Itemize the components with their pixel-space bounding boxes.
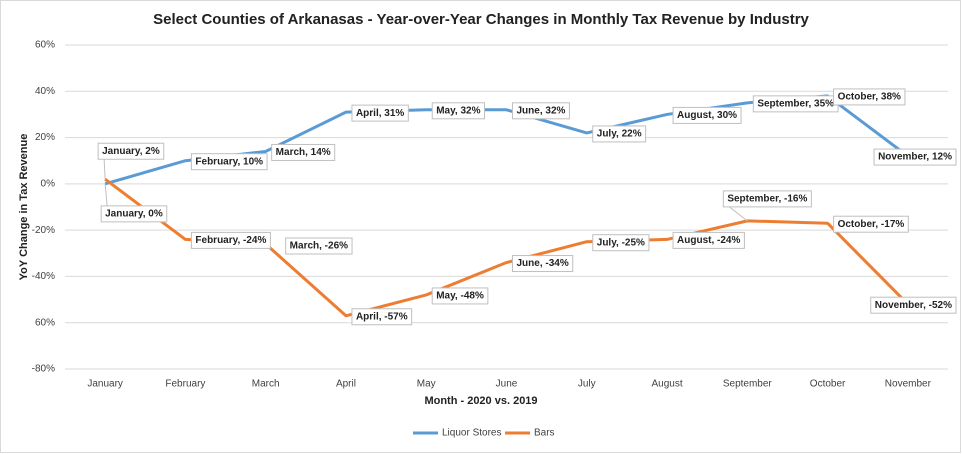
data-label: August, -24% — [677, 235, 740, 246]
data-label-box — [190, 153, 268, 171]
data-label-box — [672, 106, 742, 124]
data-label-group: February, -24% — [190, 231, 271, 249]
data-label-group: June, -34% — [512, 255, 574, 273]
data-label: February, -24% — [195, 235, 266, 246]
data-label: January, 0% — [105, 208, 163, 219]
data-label-box — [351, 104, 409, 122]
x-tick-label: November — [885, 379, 932, 390]
data-label-box — [190, 231, 271, 249]
x-tick-label: February — [165, 379, 205, 390]
data-label: April, 31% — [356, 108, 404, 119]
x-tick-label: October — [810, 379, 846, 390]
data-label: September, 35% — [757, 98, 834, 109]
y-tick-label: 40% — [35, 86, 55, 97]
data-label-box — [592, 125, 647, 143]
y-tick-label: 0% — [41, 178, 56, 189]
y-axis-title: YoY Change in Tax Revenue — [18, 134, 30, 281]
data-label: January, 2% — [102, 146, 160, 157]
data-label-box — [285, 237, 353, 255]
data-label-group: May, -48% — [431, 287, 489, 305]
data-label-group: November, 12% — [873, 148, 957, 166]
y-tick-label: -80% — [32, 364, 55, 375]
data-label: September, -16% — [727, 194, 807, 205]
leader-line — [104, 183, 108, 206]
data-label: July, -25% — [597, 237, 645, 248]
data-label-box — [271, 143, 336, 161]
data-label-box — [833, 88, 906, 106]
x-tick-label: August — [651, 379, 682, 390]
data-label-box — [431, 102, 486, 120]
x-tick-label: June — [496, 379, 518, 390]
data-label: June, 32% — [517, 105, 566, 116]
x-tick-label: March — [252, 379, 280, 390]
data-label-group: March, 14% — [271, 143, 336, 161]
y-tick-label: 60% — [35, 40, 55, 51]
data-label: June, -34% — [517, 258, 569, 269]
data-label-group: July, -25% — [592, 234, 650, 252]
data-label-group: April, 31% — [351, 104, 409, 122]
data-label-box — [672, 231, 745, 249]
data-label: March, 14% — [276, 147, 331, 158]
data-label-box — [97, 142, 165, 160]
x-tick-label: April — [336, 379, 356, 390]
x-tick-label: May — [417, 379, 436, 390]
data-label-group: July, 22% — [592, 125, 647, 143]
data-label-box — [351, 308, 413, 326]
data-label: August, 30% — [677, 110, 737, 121]
data-label-group: February, 10% — [190, 153, 268, 171]
data-label: February, 10% — [195, 156, 263, 167]
data-label: May, 32% — [436, 105, 480, 116]
data-label-group: January, 2% — [97, 142, 165, 180]
data-label-box — [431, 287, 489, 305]
data-label-group: August, -24% — [672, 231, 745, 249]
x-tick-label: September — [723, 379, 773, 390]
data-label-group: September, 35% — [752, 95, 839, 113]
data-label-group: May, 32% — [431, 102, 486, 120]
data-label-group: October, -17% — [833, 215, 909, 233]
leader-line — [729, 206, 748, 222]
leader-line — [103, 159, 106, 180]
data-label: November, -52% — [875, 300, 952, 311]
data-label-group: June, 32% — [512, 102, 570, 120]
data-label: May, -48% — [436, 291, 484, 302]
data-label: July, 22% — [597, 129, 642, 140]
x-tick-label: July — [578, 379, 596, 390]
chart-title: Select Counties of Arkanasas - Year-over… — [153, 11, 809, 28]
data-label-group: October, 38% — [833, 88, 906, 106]
y-tick-label: 20% — [35, 132, 55, 143]
data-label-box — [100, 205, 168, 223]
y-tick-label: -40% — [32, 271, 55, 282]
data-label-box — [873, 148, 957, 166]
data-label-box — [833, 215, 909, 233]
data-label: October, 38% — [838, 92, 901, 103]
legend-label: Bars — [534, 428, 555, 439]
data-label: April, -57% — [356, 311, 408, 322]
data-label: November, 12% — [878, 152, 952, 163]
x-axis-title: Month - 2020 vs. 2019 — [424, 395, 537, 407]
data-label-group: September, -16% — [722, 190, 812, 222]
y-tick-label: 60% — [35, 317, 55, 328]
data-label-group: January, 0% — [100, 183, 168, 223]
data-label-group: March, -26% — [285, 237, 353, 255]
x-tick-label: January — [87, 379, 123, 390]
data-label-group: April, -57% — [351, 308, 413, 326]
data-label-box — [512, 255, 574, 273]
data-label: March, -26% — [290, 241, 348, 252]
data-label-box — [722, 190, 812, 208]
y-tick-label: -20% — [32, 225, 55, 236]
data-label: October, -17% — [838, 219, 905, 230]
data-label-box — [512, 102, 570, 120]
data-label-box — [592, 234, 650, 252]
legend-label: Liquor Stores — [442, 428, 501, 439]
data-label-group: November, -52% — [870, 296, 957, 314]
data-label-group: August, 30% — [672, 106, 742, 124]
data-label-box — [870, 296, 957, 314]
